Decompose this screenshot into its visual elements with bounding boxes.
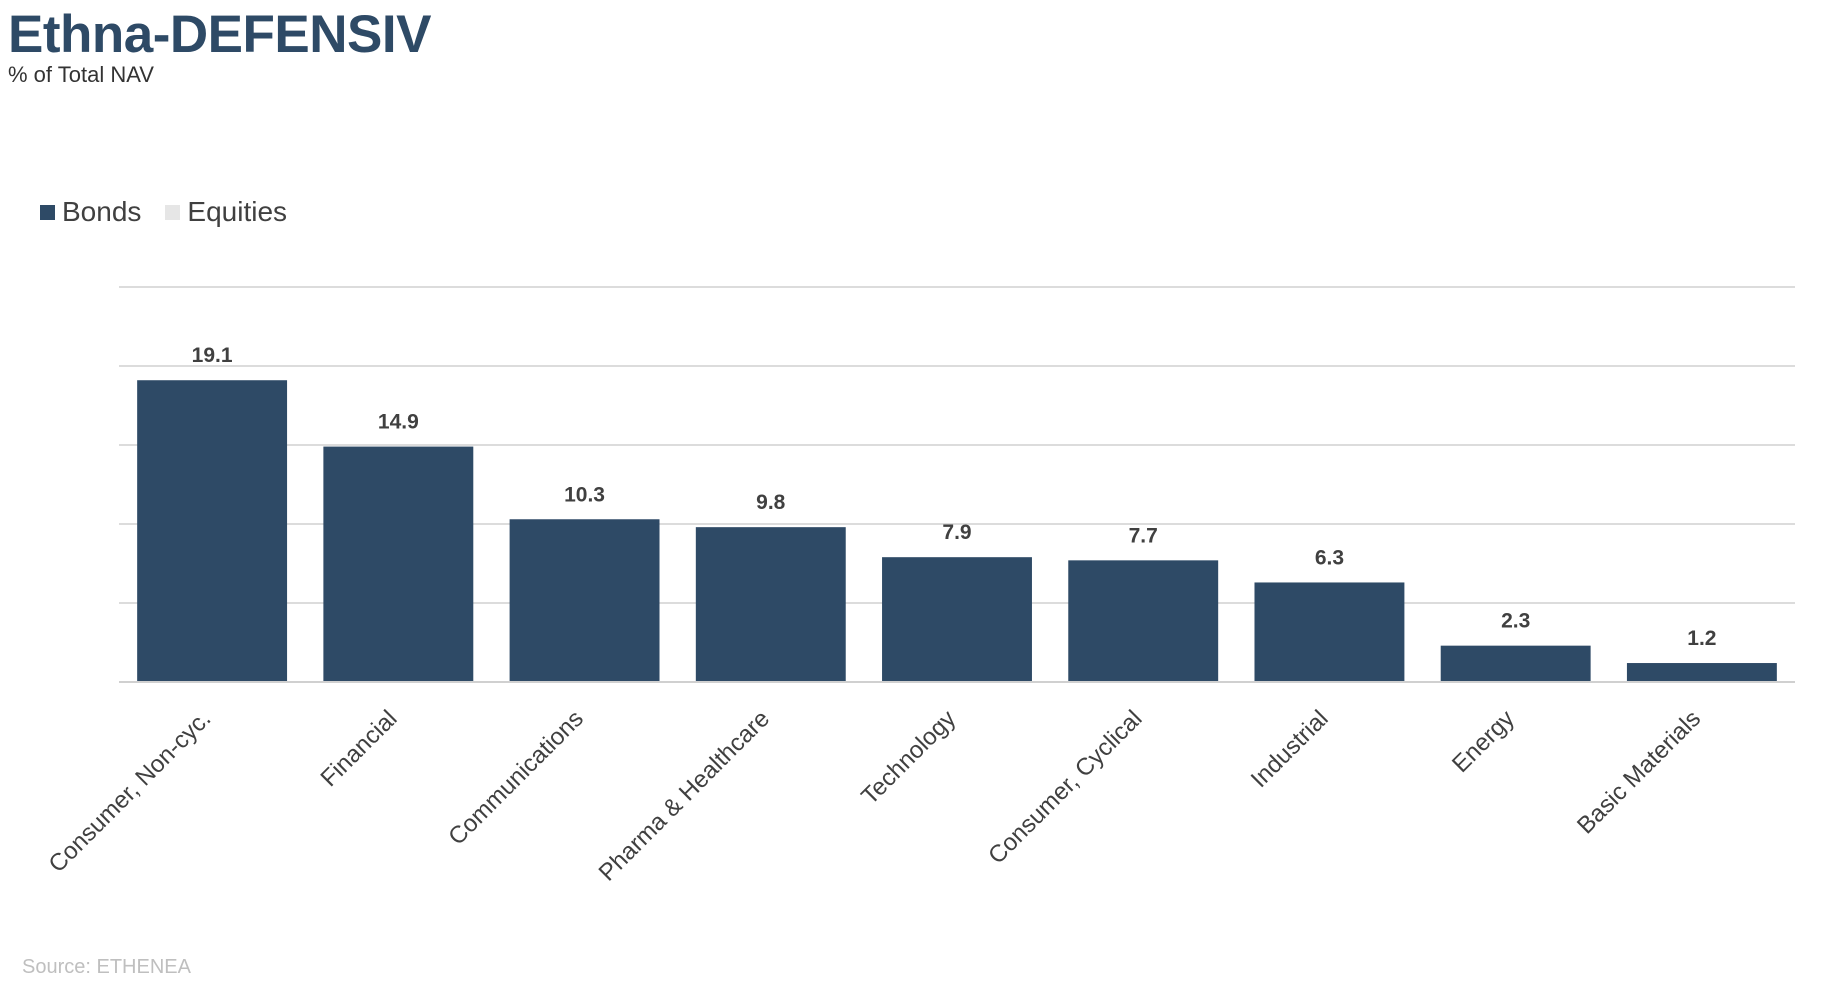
x-tick-label: Pharma & Healthcare <box>594 705 775 886</box>
x-tick-label: Consumer, Non-cyc. <box>44 705 217 878</box>
data-label: 7.9 <box>942 521 971 544</box>
chart-title: Ethna-DEFENSIV <box>8 5 431 64</box>
data-label: 6.3 <box>1315 546 1344 569</box>
bar <box>1254 582 1405 682</box>
source-note: Source: ETHENEA <box>22 956 191 978</box>
bar <box>882 557 1032 682</box>
x-tick-label: Technology <box>856 705 961 810</box>
bar <box>1626 663 1777 682</box>
data-label: 9.8 <box>756 491 786 514</box>
data-label: 10.3 <box>564 483 605 506</box>
x-tick-label: Energy <box>1447 705 1520 778</box>
bar <box>323 446 474 682</box>
x-tick-label: Consumer, Cyclical <box>983 705 1147 869</box>
data-label: 1.2 <box>1687 627 1716 650</box>
data-label: 7.7 <box>1129 524 1158 547</box>
bar <box>1068 560 1219 682</box>
data-label: 19.1 <box>192 344 233 367</box>
bar <box>695 527 846 682</box>
data-label: 2.3 <box>1501 610 1530 633</box>
bar <box>509 519 660 682</box>
x-tick-label: Communications <box>443 705 588 850</box>
legend-swatch-equities <box>165 204 181 220</box>
bar <box>137 380 288 682</box>
legend-swatch-bonds <box>40 204 55 220</box>
x-tick-label: Basic Materials <box>1572 705 1706 839</box>
legend-label-bonds: Bonds <box>62 196 142 227</box>
x-tick-label: Industrial <box>1246 705 1334 793</box>
data-label: 14.9 <box>378 411 419 434</box>
bar <box>1440 645 1591 682</box>
legend-label-equities: Equities <box>187 196 288 227</box>
chart-subtitle: % of Total NAV <box>8 62 154 87</box>
legend-item-equities: Equities <box>165 196 287 228</box>
x-tick-label: Financial <box>316 705 403 792</box>
legend-item-bonds: Bonds <box>40 196 141 228</box>
chart-legend: Bonds Equities <box>40 196 311 228</box>
